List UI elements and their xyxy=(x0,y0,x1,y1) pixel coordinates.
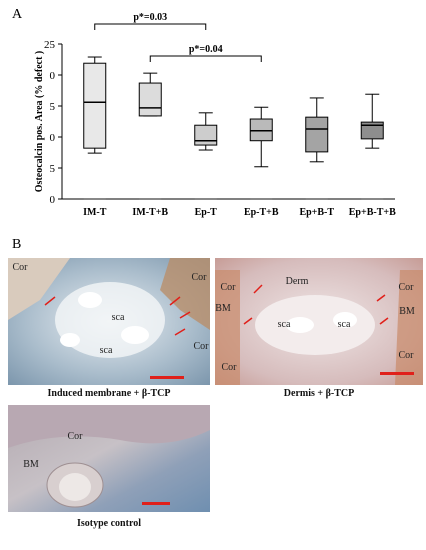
image-label: sca xyxy=(100,345,113,356)
x-tick-label: Ep+B-T xyxy=(299,207,334,218)
significance-bracket xyxy=(94,23,207,30)
significance-label: p*=0.03 xyxy=(133,12,167,23)
micrograph xyxy=(8,405,210,512)
image-caption: Dermis + β-TCP xyxy=(284,388,354,399)
image-label: Cor xyxy=(13,262,29,273)
x-tick-label: IM-T xyxy=(83,207,107,218)
x-tick-label: IM-T+B xyxy=(132,207,168,218)
image-label: BM xyxy=(399,306,415,317)
box xyxy=(194,124,218,146)
image-label: BM xyxy=(215,303,231,314)
image-caption: Induced membrane + β-TCP xyxy=(48,388,171,399)
significance-label: p*=0.04 xyxy=(189,44,223,55)
image-caption: Isotype control xyxy=(77,518,141,529)
x-tick-label: Ep-T+B xyxy=(244,207,279,218)
box xyxy=(360,121,384,140)
image-label: Cor xyxy=(68,431,84,442)
x-tick-label: Ep+B-T+B xyxy=(349,207,396,218)
y-tick-label: 0 xyxy=(50,194,56,206)
significance-bracket xyxy=(149,55,262,62)
image-label: sca xyxy=(112,312,125,323)
image-label: Cor xyxy=(222,362,238,373)
image-label: Cor xyxy=(194,341,210,352)
image-label: Cor xyxy=(399,282,415,293)
box xyxy=(83,62,107,149)
image-label: Cor xyxy=(221,282,237,293)
box xyxy=(249,118,273,142)
y-tick-label: 0 xyxy=(50,70,56,82)
box xyxy=(305,116,329,153)
image-label: Cor xyxy=(399,350,415,361)
y-tick-label: 5 xyxy=(50,163,56,175)
panel-label: A xyxy=(12,7,23,22)
image-label: sca xyxy=(278,319,291,330)
image-label: Derm xyxy=(286,276,309,287)
y-axis-label: Osteocalcin pos. Area (% defect ) xyxy=(34,51,45,192)
y-tick-label: 5 xyxy=(50,101,56,113)
image-label: BM xyxy=(23,459,39,470)
image-label: sca xyxy=(338,319,351,330)
image-label: Cor xyxy=(192,272,208,283)
y-tick-label: 0 xyxy=(50,132,56,144)
box xyxy=(138,82,162,117)
x-tick-label: Ep-T xyxy=(195,207,218,218)
micrograph xyxy=(215,258,423,385)
y-tick-label: 25 xyxy=(44,39,56,51)
panel-label: B xyxy=(12,237,21,252)
micrograph xyxy=(8,258,210,385)
